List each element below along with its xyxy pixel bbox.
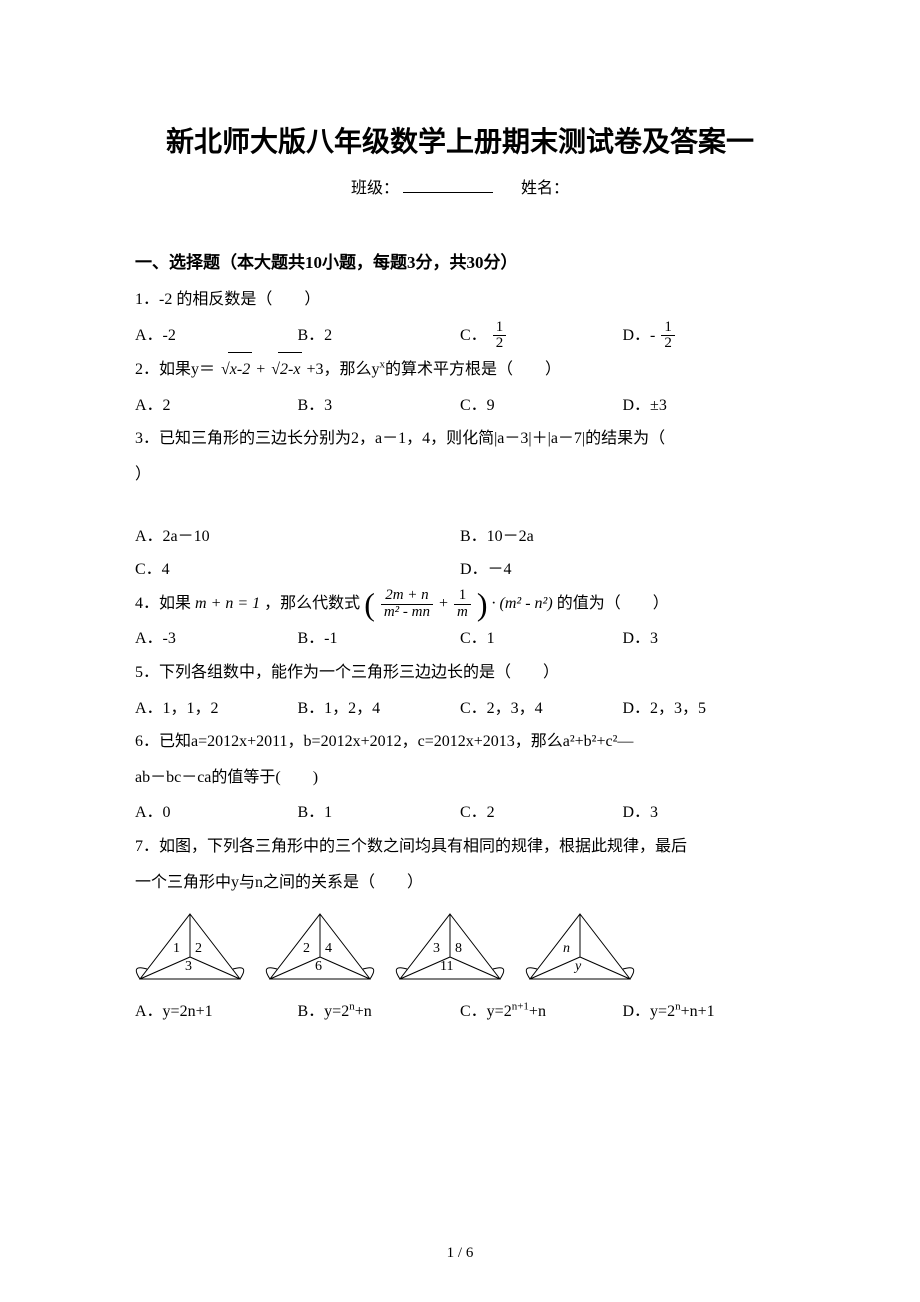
q2-a: A．2 (135, 389, 298, 423)
q6-l2: ab－bc－ca的值等于( ) (135, 761, 785, 795)
q4-a: A．-3 (135, 622, 298, 656)
q5-options: A．1，1，2 B．1，2，4 C．2，3，4 D．2，3，5 (135, 692, 785, 726)
section-1-head: 一、选择题（本大题共10小题，每题3分，共30分） (135, 248, 785, 273)
paren-icon: ) (477, 596, 488, 612)
triangle-diagram: n y (525, 909, 635, 989)
q7-c: C．y=2n+1+n (460, 995, 623, 1029)
class-label: 班级： (351, 180, 399, 197)
q5-b: B．1，2，4 (298, 692, 461, 726)
q4-d: D．3 (623, 622, 786, 656)
q4-text: 4．如果 m + n = 1 ，那么代数式 ( 2m + n m² - mn +… (135, 587, 785, 621)
q3-options-1: A．2a－10 B．10－2a (135, 520, 785, 554)
q5-text: 5．下列各组数中，能作为一个三角形三边边长的是（ ） (135, 656, 785, 690)
sqrt-icon: x-2 (219, 352, 252, 387)
q3-c: C．4 (135, 553, 460, 587)
q1-a: A．-2 (135, 319, 298, 353)
q6-a: A．0 (135, 796, 298, 830)
page-number: 1 / 6 (0, 1245, 920, 1262)
triangle-diagram: 2 4 6 (265, 909, 375, 989)
paren-icon: ( (364, 596, 375, 612)
page: 新北师大版八年级数学上册期末测试卷及答案一 班级： 姓名： 一、选择题（本大题共… (0, 0, 920, 1302)
triangle-diagram: 1 2 3 (135, 909, 245, 989)
q7-a: A．y=2n+1 (135, 995, 298, 1029)
q2-options: A．2 B．3 C．9 D．±3 (135, 389, 785, 423)
q3-l2: ） (135, 458, 785, 492)
q3-b: B．10－2a (460, 520, 785, 554)
page-title: 新北师大版八年级数学上册期末测试卷及答案一 (135, 120, 785, 160)
fraction-icon: 2m + n m² - mn (381, 588, 433, 621)
q7-triangles: 1 2 3 2 4 6 3 8 11 (135, 909, 785, 989)
fraction-icon: 1 2 (661, 320, 675, 353)
q7-l1: 7．如图，下列各三角形中的三个数之间均具有相同的规律，根据此规律，最后 (135, 830, 785, 864)
q6-c: C．2 (460, 796, 623, 830)
fraction-icon: 1 2 (493, 320, 507, 353)
q7-b: B．y=2n+n (298, 995, 461, 1029)
q2-c: C．9 (460, 389, 623, 423)
fraction-icon: 1 m (454, 588, 471, 621)
q1-d: D．- 1 2 (623, 319, 786, 353)
q6-options: A．0 B．1 C．2 D．3 (135, 796, 785, 830)
q7-d: D．y=2n+n+1 (623, 995, 786, 1029)
q1-text: 1．-2 的相反数是（ ） (135, 283, 785, 317)
q3-l1: 3．已知三角形的三边长分别为2，a－1，4，则化简|a－3|＋|a－7|的结果为… (135, 422, 785, 456)
q4-options: A．-3 B．-1 C．1 D．3 (135, 622, 785, 656)
q2-d: D．±3 (623, 389, 786, 423)
name-label: 姓名： (521, 180, 569, 197)
spacer (135, 494, 785, 520)
q3-a: A．2a－10 (135, 520, 460, 554)
q7-options: A．y=2n+1 B．y=2n+n C．y=2n+1+n D．y=2n+n+1 (135, 995, 785, 1029)
q6-b: B．1 (298, 796, 461, 830)
q6-l1: 6．已知a=2012x+2011，b=2012x+2012，c=2012x+20… (135, 725, 785, 759)
q1-c-prefix: C． (460, 327, 487, 344)
sqrt-icon: 2-x (269, 352, 302, 387)
subhead: 班级： 姓名： (135, 174, 785, 198)
q3-options-2: C．4 D．－4 (135, 553, 785, 587)
q2-b: B．3 (298, 389, 461, 423)
q1-c: C． 1 2 (460, 319, 623, 353)
q6-d: D．3 (623, 796, 786, 830)
q2-text: 2．如果y＝ x-2 + 2-x +3，那么yx的算术平方根是（ ） (135, 352, 785, 387)
q5-a: A．1，1，2 (135, 692, 298, 726)
q3-d: D．－4 (460, 553, 785, 587)
class-blank (403, 192, 493, 193)
q1-b: B．2 (298, 319, 461, 353)
q7-l2: 一个三角形中y与n之间的关系是（ ） (135, 866, 785, 900)
q1-d-prefix: D．- (623, 327, 656, 344)
triangle-diagram: 3 8 11 (395, 909, 505, 989)
q4-c: C．1 (460, 622, 623, 656)
q1-options: A．-2 B．2 C． 1 2 D．- 1 2 (135, 319, 785, 353)
q4-b: B．-1 (298, 622, 461, 656)
q5-c: C．2，3，4 (460, 692, 623, 726)
q5-d: D．2，3，5 (623, 692, 786, 726)
